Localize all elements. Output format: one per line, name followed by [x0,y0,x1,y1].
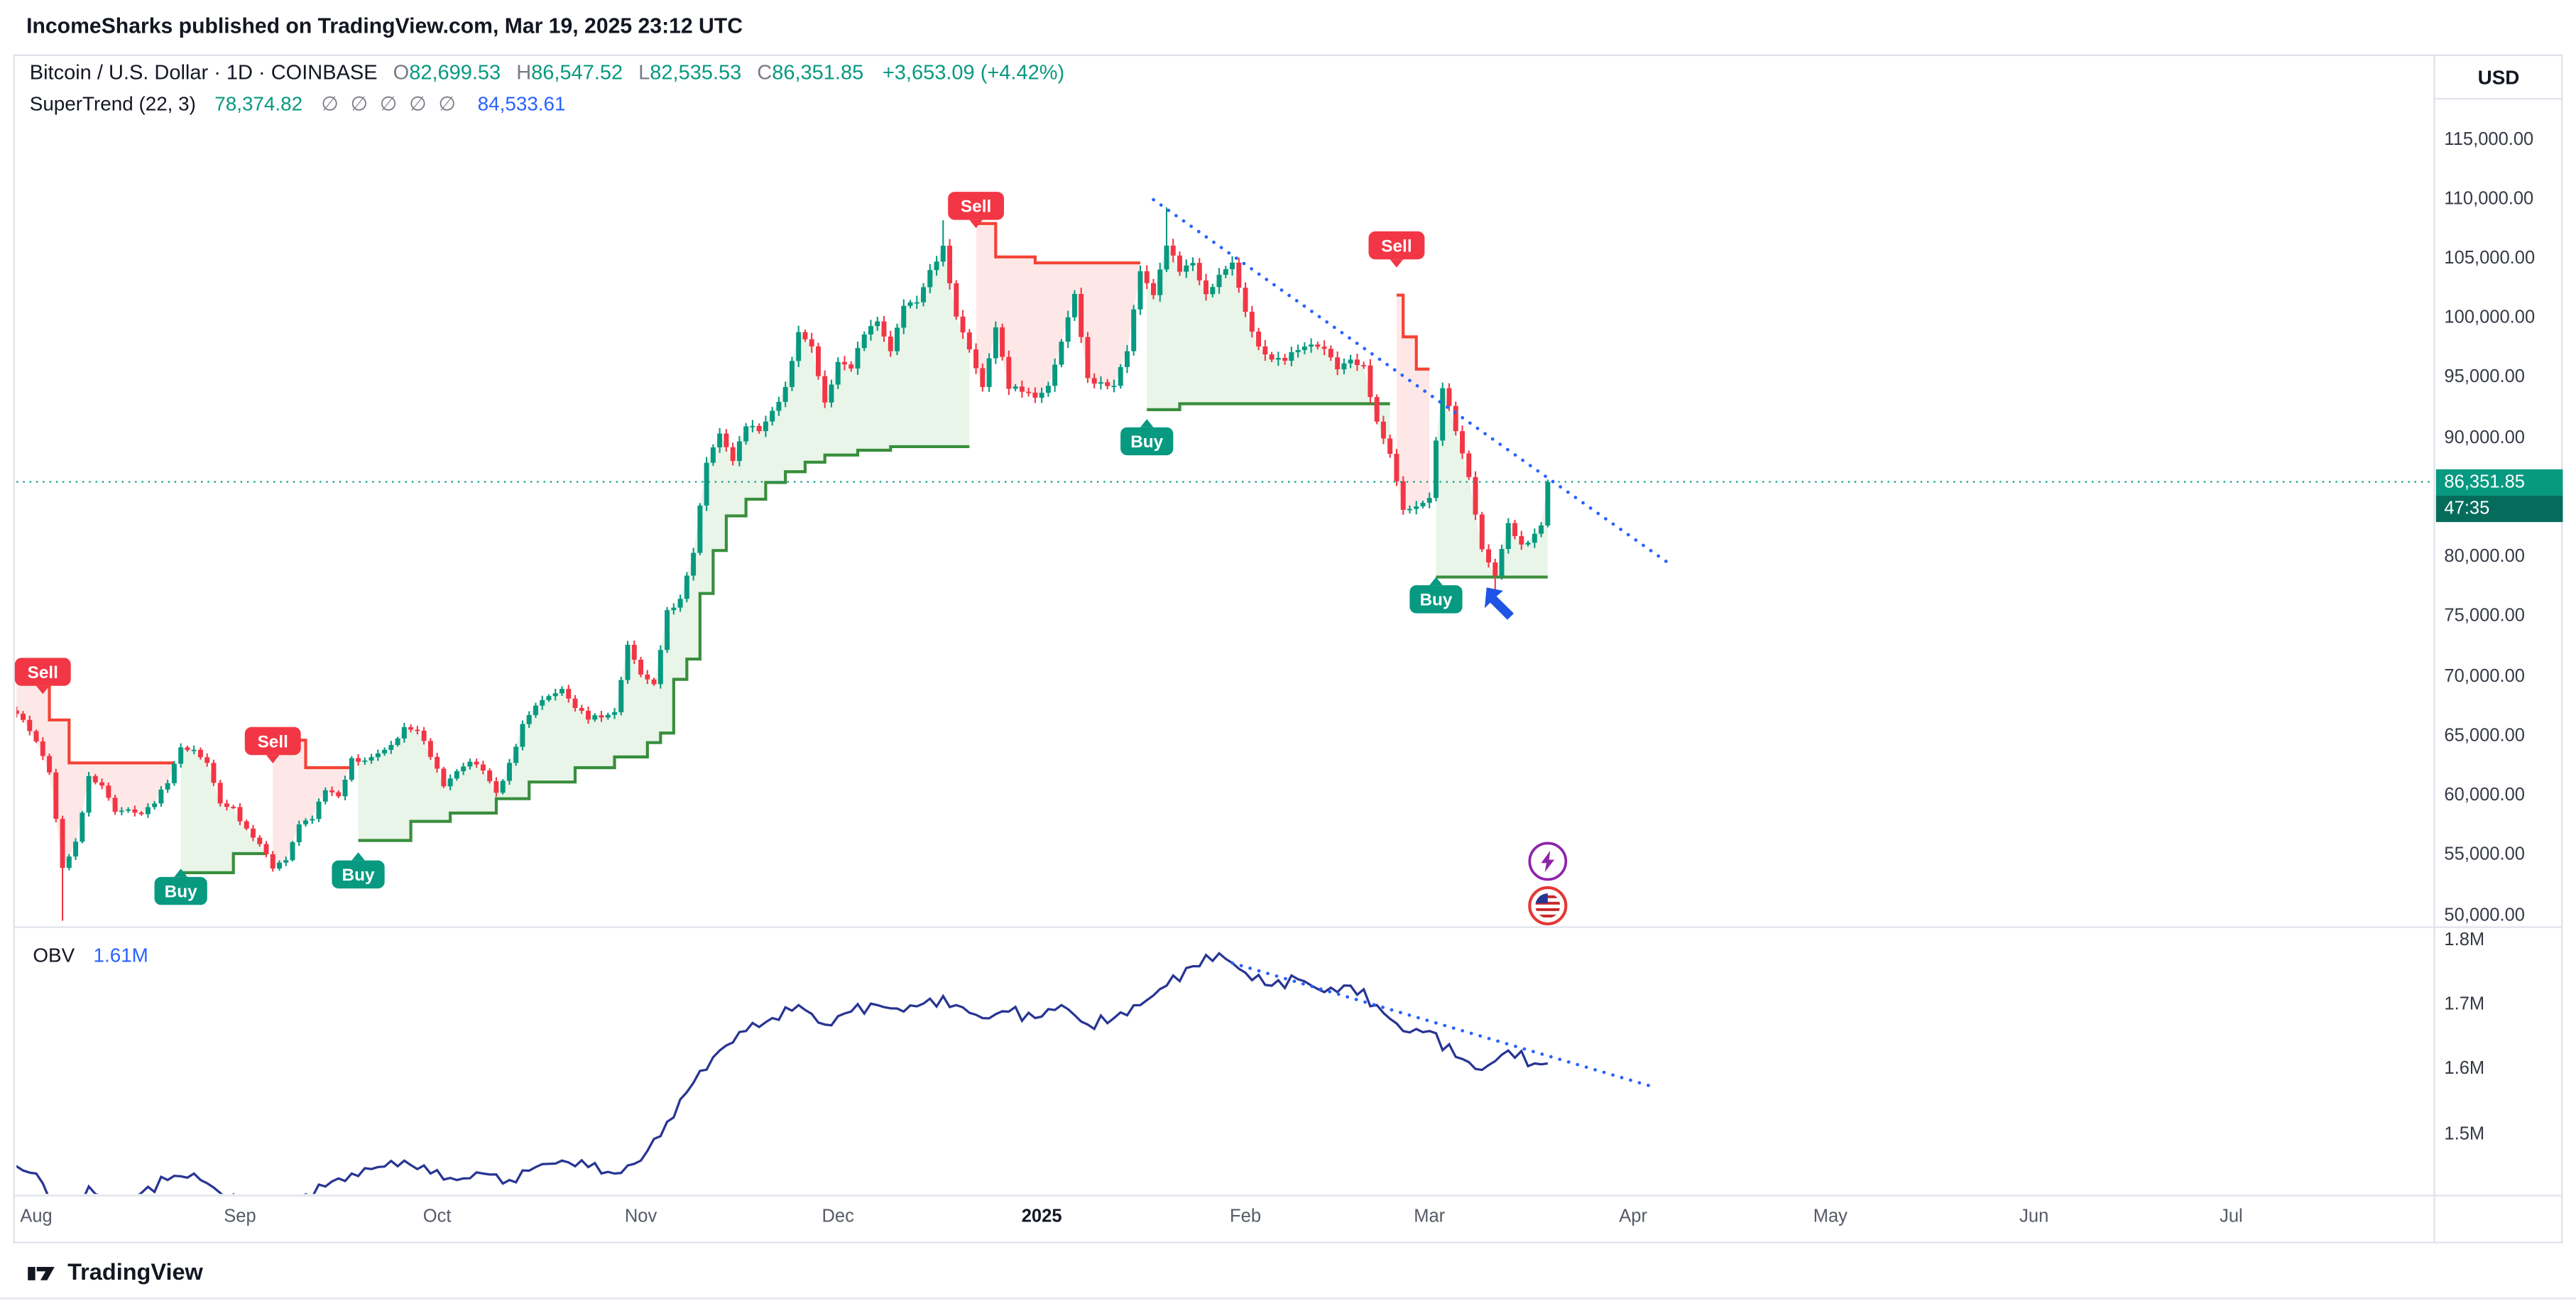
bar-countdown: 47:35 [2435,495,2563,522]
ohlc-open-value: 82,699.53 [409,60,501,85]
svg-text:Sell: Sell [258,732,288,751]
supertrend-value-green: 78,374.82 [214,92,303,116]
candles-layer [16,207,1551,921]
price-axis-currency[interactable]: USD [2477,65,2520,89]
supertrend-name[interactable]: SuperTrend (22, 3) [29,92,196,116]
ohlc-close-value: 86,351.85 [772,60,864,85]
sell-signal-tag: Sell [14,658,71,695]
sell-signal-tag: Sell [948,192,1005,229]
price-tick-label: 60,000.00 [2444,785,2525,806]
time-axis-label: Oct [422,1207,452,1227]
obv-tick-label: 1.5M [2444,1123,2485,1144]
obv-tick-label: 1.6M [2444,1059,2485,1079]
last-price-value: 86,351.85 [2435,468,2563,496]
change-value: +3,653.09 (+4.42%) [882,60,1065,85]
time-axis-label: May [1813,1207,1848,1227]
ohlc-high-value: 86,547.52 [531,60,623,85]
svg-text:Buy: Buy [342,866,375,885]
time-axis[interactable]: Aug Sep Oct Nov Dec 2025 Feb Mar Apr May Jun Jul [0,1207,2563,1234]
supertrend-value-blue: 84,533.61 [477,92,566,116]
price-tick-label: 95,000.00 [2444,368,2525,388]
time-axis-label: Feb [1230,1207,1262,1227]
ohlc-low-value: 82,535.53 [650,60,742,85]
time-axis-label: Jun [2019,1207,2049,1227]
supertrend-legend[interactable]: SuperTrend (22, 3) 78,374.82 ∅ ∅ ∅ ∅ ∅ 8… [30,92,566,115]
supertrend-empty-values: ∅ ∅ ∅ ∅ ∅ [321,92,459,116]
obv-tick-label: 1.8M [2444,930,2485,949]
price-tick-label: 80,000.00 [2444,547,2525,567]
ohlc-open-label: O [393,60,410,85]
supertrend-layer [16,222,1548,874]
price-tick-label: 65,000.00 [2444,726,2525,746]
obv-tick-label: 1.7M [2444,994,2485,1015]
price-tick-label: 100,000.00 [2444,308,2536,328]
svg-text:Sell: Sell [961,197,991,217]
time-axis-label: Dec [822,1207,854,1227]
symbol-title[interactable]: Bitcoin / U.S. Dollar · 1D · COINBASE [29,60,378,85]
time-axis-label: Nov [624,1207,657,1227]
obv-trendline[interactable] [1230,961,1655,1089]
buy-signal-tag: Buy [1409,577,1463,614]
footer: TradingView [26,1256,203,1286]
time-axis-label: Sep [224,1207,256,1227]
bottom-divider [0,1297,2576,1300]
time-axis-label: Apr [1619,1207,1647,1227]
price-tick-label: 55,000.00 [2444,845,2525,866]
obv-legend[interactable]: OBV 1.61M [33,944,148,967]
price-tick-label: 70,000.00 [2444,666,2525,687]
price-tick-label: 105,000.00 [2444,249,2536,268]
obv-value: 1.61M [93,943,148,967]
buy-signal-tag: Buy [154,869,207,905]
price-tick-label: 50,000.00 [2444,905,2525,925]
lightning-event-icon[interactable] [1528,842,1568,881]
symbol-legend[interactable]: Bitcoin / U.S. Dollar · 1D · COINBASE O8… [30,61,1064,84]
chart-frame-border [13,54,2563,1243]
sell-signal-tag: Sell [1368,231,1425,268]
time-axis-label: Mar [1414,1207,1446,1227]
last-price-badge: 86,351.85 47:35 [2435,468,2563,522]
time-axis-label: 2025 [1021,1207,1062,1227]
obv-name[interactable]: OBV [33,943,75,967]
svg-text:Buy: Buy [1130,432,1163,452]
obv-line [16,952,1549,1194]
sell-signal-tag: Sell [244,726,301,763]
publisher-bar: IncomeSharks published on TradingView.co… [26,13,743,38]
time-axis-label: Jul [2220,1207,2243,1227]
tradingview-logo-icon[interactable] [26,1256,56,1286]
buy-signal-tag: Buy [1120,419,1174,456]
ohlc-low-label: L [638,60,650,85]
svg-text:Sell: Sell [28,663,58,682]
price-tick-label: 90,000.00 [2444,428,2525,447]
buy-signal-tag: Buy [332,852,385,889]
blue-arrow-annotation[interactable] [1484,587,1515,620]
tradingview-brand[interactable]: TradingView [67,1258,203,1285]
price-tick-label: 115,000.00 [2444,129,2534,149]
ohlc-close-label: C [757,60,773,85]
price-tick-label: 75,000.00 [2444,606,2525,627]
price-tick-label: 110,000.00 [2444,189,2534,209]
time-axis-label: Aug [20,1207,53,1227]
svg-text:Buy: Buy [165,882,197,901]
us-flag-event-icon[interactable] [1528,886,1568,926]
ohlc-high-label: H [516,60,532,85]
svg-text:Buy: Buy [1419,591,1452,610]
svg-text:Sell: Sell [1381,236,1412,256]
